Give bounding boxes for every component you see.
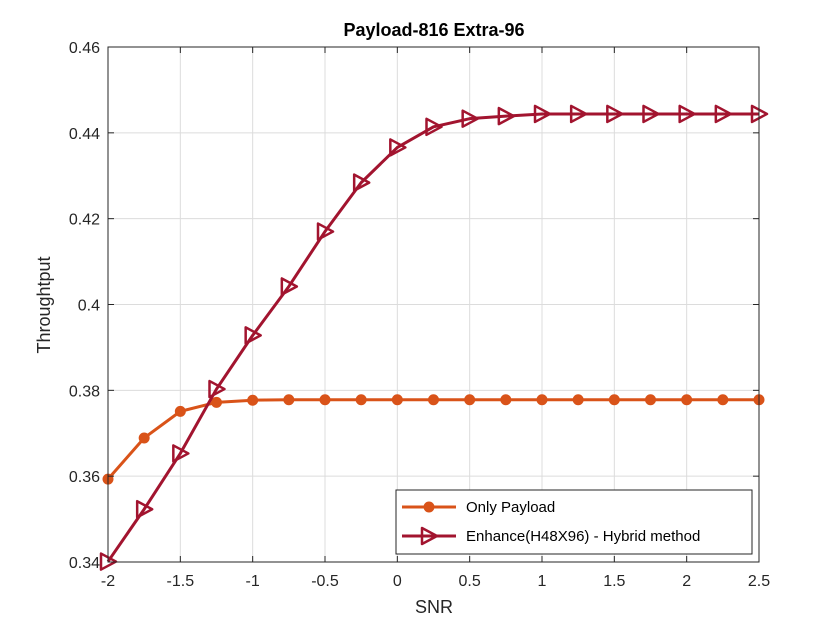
y-tick-label: 0.34: [69, 555, 100, 572]
y-tick-label: 0.44: [69, 126, 100, 143]
legend-marker: [420, 526, 439, 546]
data-point: [280, 277, 299, 296]
legend-item: Enhance(H48X96) - Hybrid method: [402, 526, 700, 546]
data-point: [391, 394, 403, 406]
chart-title: Payload-816 Extra-96: [343, 20, 524, 40]
x-tick-label: -2: [101, 573, 115, 590]
data-point: [642, 104, 660, 124]
data-point: [283, 394, 295, 406]
x-axis-label: SNR: [415, 597, 453, 617]
y-tick-label: 0.36: [69, 469, 100, 486]
data-point: [319, 394, 331, 406]
data-point: [211, 396, 222, 408]
x-tick-label: 0: [393, 573, 402, 590]
data-point: [428, 394, 439, 406]
y-tick-label: 0.38: [69, 383, 100, 400]
data-point: [714, 104, 733, 124]
data-point: [316, 222, 335, 241]
data-point: [244, 326, 262, 345]
data-point: [425, 117, 443, 137]
x-tick-label: 2.5: [748, 573, 770, 590]
x-tick-label: 1: [538, 573, 547, 590]
data-point: [645, 394, 656, 406]
series-layer: [99, 104, 769, 571]
y-tick-label: 0.4: [78, 298, 100, 315]
x-tick-label: 1.5: [603, 573, 625, 590]
series-line: [106, 112, 759, 563]
data-point: [208, 379, 226, 399]
legend: Only Payload Enhance(H48X96) - Hybrid met…: [395, 489, 753, 555]
data-point: [174, 405, 186, 417]
legend-box: [395, 489, 753, 555]
x-tick-label: -1.5: [167, 573, 195, 590]
data-point: [536, 394, 548, 406]
x-tick-label: -0.5: [311, 573, 339, 590]
data-point: [355, 394, 367, 406]
data-point: [464, 394, 476, 406]
data-point: [717, 394, 729, 406]
legend-marker: [423, 501, 435, 513]
y-tick-label: 0.42: [69, 212, 100, 229]
data-point: [678, 104, 696, 124]
y-axis-label: Throughtput: [34, 256, 54, 353]
legend-label: Enhance(H48X96) - Hybrid method: [466, 528, 700, 545]
data-point: [569, 104, 588, 124]
data-point: [247, 394, 259, 406]
legend-item: Only Payload: [402, 499, 555, 516]
data-point: [606, 104, 624, 124]
data-point: [389, 138, 407, 157]
y-axis-ticks: 0.34 0.36 0.38 0.4 0.42 0.44 0.46: [69, 40, 759, 572]
x-tick-label: 2: [682, 573, 691, 590]
data-point: [138, 432, 150, 444]
data-point: [608, 394, 620, 406]
data-point: [533, 104, 552, 124]
data-point: [461, 109, 479, 128]
data-point: [572, 394, 584, 406]
data-point: [500, 394, 512, 406]
data-point: [681, 394, 693, 406]
series-1: [102, 394, 765, 485]
x-axis-ticks: -2 -1.5 -1 -0.5 0 0.5 1 1.5 2 2.5: [101, 47, 770, 590]
x-tick-label: 0.5: [459, 573, 481, 590]
y-tick-label: 0.46: [69, 40, 100, 57]
data-point: [135, 499, 154, 519]
legend-label: Only Payload: [466, 499, 555, 516]
data-point: [172, 444, 190, 463]
data-point: [352, 173, 371, 192]
x-tick-label: -1: [246, 573, 260, 590]
data-point: [497, 106, 516, 126]
